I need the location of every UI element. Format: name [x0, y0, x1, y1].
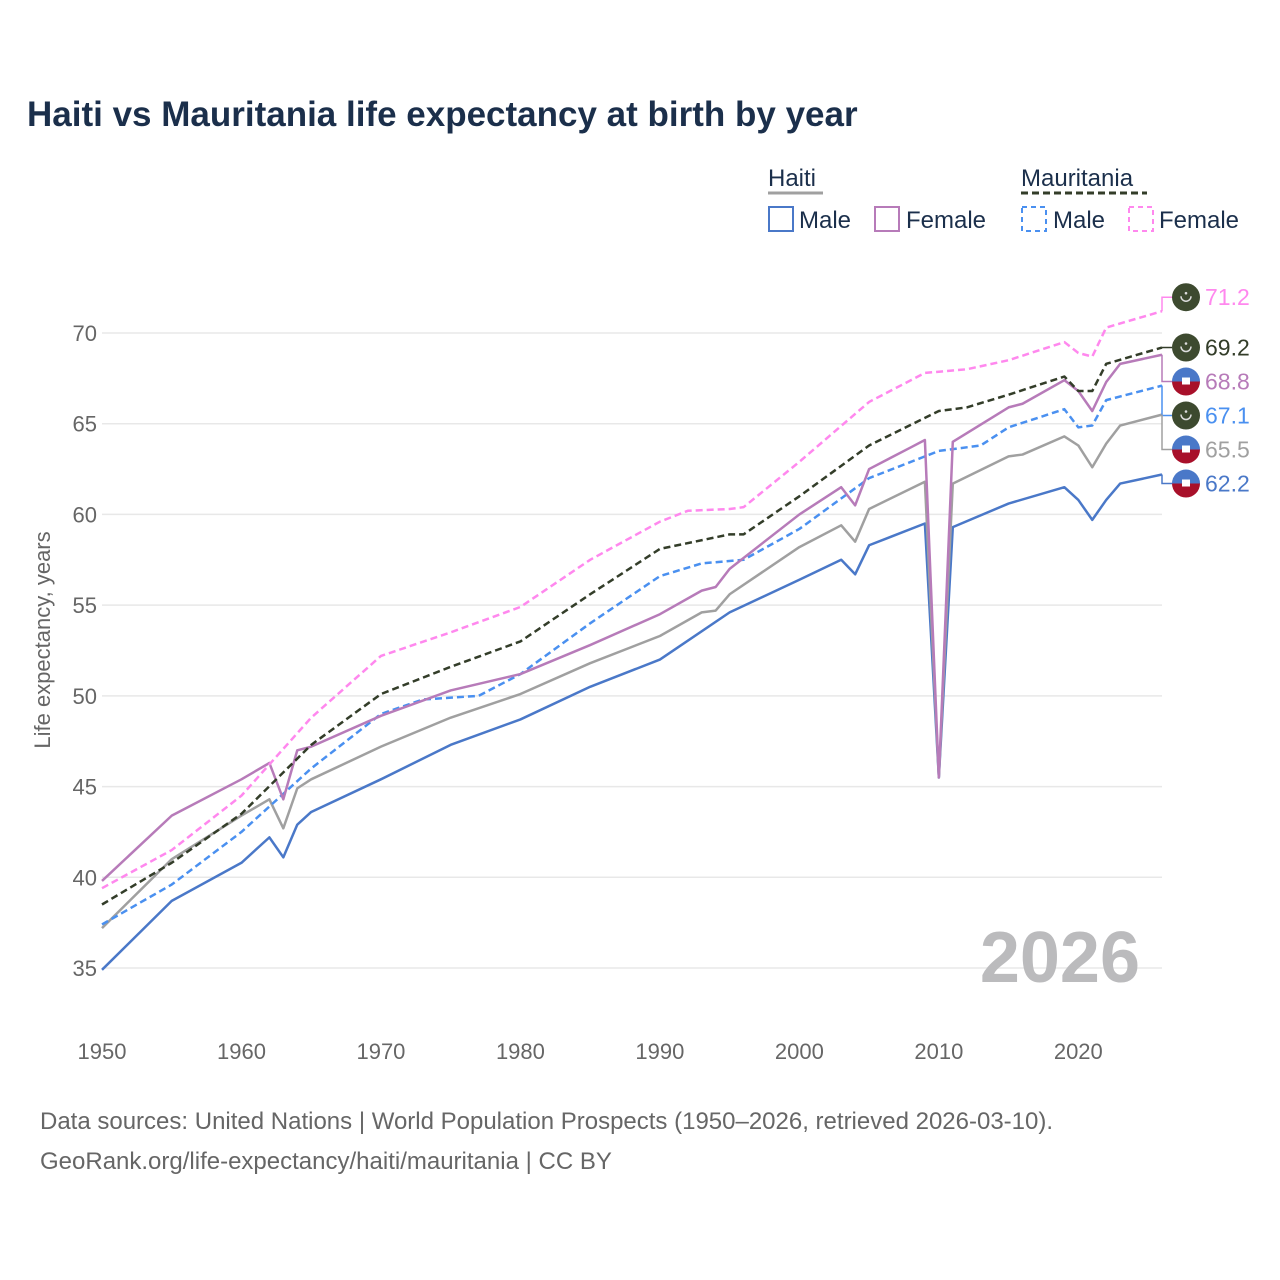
y-tick-label: 50: [73, 684, 97, 709]
flag-mauritania-icon: [1172, 283, 1200, 312]
series-line-haiti-male: [101, 473, 1163, 971]
label-connector: [1161, 385, 1172, 417]
series-line-haiti: [101, 413, 1163, 929]
label-connector: [1161, 354, 1172, 383]
legend-mauritania-female-swatch: [1128, 206, 1154, 232]
flag-mauritania-icon: [1172, 333, 1200, 362]
end-label-haiti-male: 62.2: [1205, 471, 1250, 497]
end-label-mauritania-male: 67.1: [1205, 403, 1250, 429]
legend-haiti-female[interactable]: Female: [906, 207, 986, 234]
flag-star: [1184, 291, 1188, 295]
flag-red-half: [1172, 381, 1200, 396]
flag-crescent: [1180, 346, 1192, 353]
x-tick-label: 2010: [914, 1039, 963, 1064]
flag-haiti-icon: [1172, 469, 1200, 498]
flag-red-half: [1172, 449, 1200, 464]
series-line-mauritania-male: [101, 384, 1163, 926]
flag-disc: [1172, 283, 1200, 312]
label-connector: [1161, 296, 1172, 312]
flag-disc: [1172, 401, 1200, 430]
source-line-2[interactable]: GeoRank.org/life-expectancy/haiti/maurit…: [40, 1148, 612, 1175]
x-tick-label: 1950: [78, 1039, 127, 1064]
series-line-mauritania-female: [101, 310, 1163, 890]
label-connector: [1161, 414, 1172, 451]
legend-haiti-female-swatch: [874, 206, 900, 232]
legend-haiti-male[interactable]: Male: [799, 207, 851, 234]
flag-red-half: [1172, 483, 1200, 498]
y-tick-label: 35: [73, 956, 97, 981]
y-tick-label: 55: [73, 593, 97, 618]
flag-blue-half: [1172, 367, 1200, 382]
y-tick-label: 70: [73, 321, 97, 346]
x-tick-label: 1980: [496, 1039, 545, 1064]
y-tick-label: 40: [73, 865, 97, 890]
flag-haiti-icon: [1172, 367, 1200, 396]
chart-title: Haiti vs Mauritania life expectancy at b…: [27, 95, 858, 134]
year-watermark: 2026: [980, 918, 1140, 998]
flag-crescent: [1180, 414, 1192, 421]
y-tick-label: 60: [73, 502, 97, 527]
flag-mauritania-icon: [1172, 401, 1200, 430]
flag-blue-half: [1172, 469, 1200, 484]
legend-haiti-male-swatch: [768, 206, 794, 232]
flag-disc: [1172, 333, 1200, 362]
legend-mauritania-male[interactable]: Male: [1053, 207, 1105, 234]
legend-mauritania-female[interactable]: Female: [1159, 207, 1239, 234]
series-line-haiti-female: [101, 353, 1163, 882]
flag-blue-half: [1172, 435, 1200, 450]
y-axis-label: Life expectancy, years: [30, 531, 55, 748]
flag-crescent: [1180, 296, 1192, 302]
flag-star: [1184, 342, 1188, 345]
y-tick-label: 65: [73, 412, 97, 437]
end-label-mauritania-female: 71.2: [1205, 284, 1250, 310]
x-tick-label: 2000: [775, 1039, 824, 1064]
x-tick-label: 1960: [217, 1039, 266, 1064]
x-tick-label: 1970: [356, 1039, 405, 1064]
flag-haiti-icon: [1172, 435, 1200, 464]
legend: Haiti Mauritania Male Female Male Female: [768, 165, 1239, 234]
legend-group-mauritania: Mauritania: [1021, 165, 1134, 192]
legend-mauritania-male-swatch: [1021, 206, 1047, 232]
series-line-mauritania: [101, 346, 1163, 906]
end-label-haiti-female: 68.8: [1205, 369, 1250, 395]
x-tick-label: 1990: [635, 1039, 684, 1064]
x-tick-label: 2020: [1054, 1039, 1103, 1064]
flag-emblem: [1182, 377, 1190, 385]
flag-emblem: [1182, 445, 1190, 453]
flag-star: [1184, 410, 1188, 413]
label-connector: [1161, 474, 1172, 485]
source-line-1: Data sources: United Nations | World Pop…: [40, 1108, 1054, 1135]
end-label-haiti: 65.5: [1205, 437, 1250, 463]
y-tick-label: 45: [73, 775, 97, 800]
legend-group-haiti: Haiti: [768, 165, 816, 192]
flag-emblem: [1182, 479, 1190, 487]
end-label-mauritania: 69.2: [1205, 335, 1250, 361]
